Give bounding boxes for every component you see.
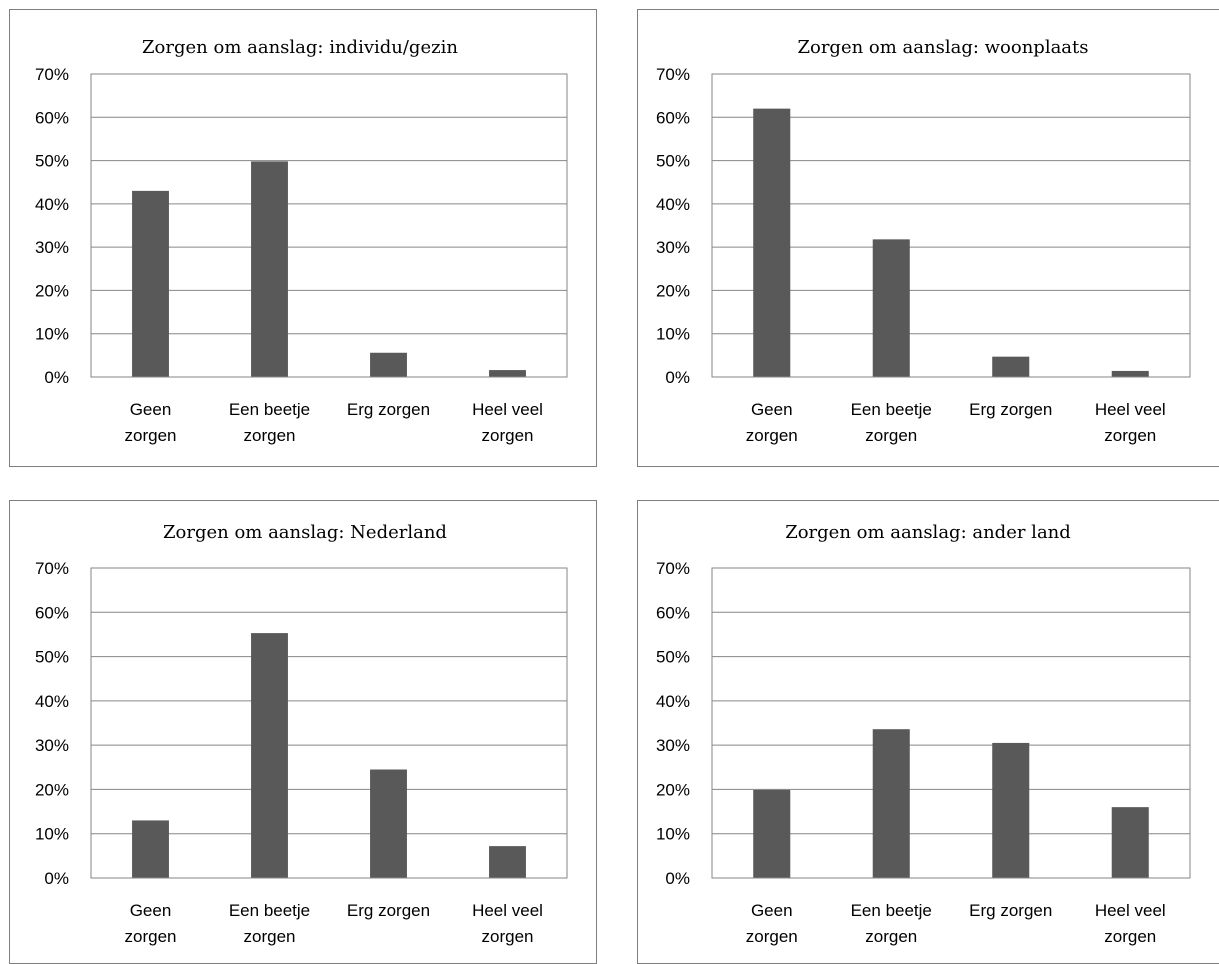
y-tick-label: 10% <box>35 825 69 844</box>
bar <box>1111 370 1149 377</box>
chart-panel-nederland: Zorgen om aanslag: Nederland 0% 10% 20% 30%… <box>9 500 597 964</box>
bar <box>753 108 791 377</box>
bar <box>992 356 1030 377</box>
y-tick-label: 20% <box>656 780 690 799</box>
y-tick-label: 30% <box>656 238 690 257</box>
y-tick-label: 70% <box>35 559 69 578</box>
chart-panel-individu-gezin: Zorgen om aanslag: individu/gezin 0% 10% 2… <box>9 9 597 467</box>
chart-panel-ander-land: Zorgen om aanslag: ander land 0% 10% 20% 30… <box>637 500 1219 964</box>
y-tick-label: 50% <box>656 152 690 171</box>
y-tick-label: 0% <box>44 368 69 387</box>
chart-title: Zorgen om aanslag: individu/gezin <box>142 37 458 58</box>
x-category-label: Erg zorgen <box>969 400 1052 419</box>
y-tick-label: 70% <box>35 65 69 84</box>
y-tick-label: 20% <box>35 281 69 300</box>
y-tick-label: 30% <box>35 238 69 257</box>
x-category-label: Heel veel zorgen <box>472 901 543 946</box>
bar <box>872 729 910 878</box>
x-category-label: Geen zorgen <box>746 901 798 946</box>
x-category-label: Erg zorgen <box>347 901 430 920</box>
y-tick-label: 40% <box>35 195 69 214</box>
bar <box>132 820 169 878</box>
y-tick-label: 60% <box>656 108 690 127</box>
chart-title: Zorgen om aanslag: woonplaats <box>797 37 1088 58</box>
chart-title: Zorgen om aanslag: Nederland <box>163 522 447 543</box>
bar <box>132 190 169 377</box>
x-category-label: Een beetje zorgen <box>851 400 932 445</box>
bar <box>370 769 407 878</box>
y-tick-label: 50% <box>656 648 690 667</box>
bar <box>489 370 526 377</box>
y-tick-label: 70% <box>656 559 690 578</box>
y-tick-label: 50% <box>35 648 69 667</box>
bar <box>753 789 791 878</box>
y-tick-label: 20% <box>35 780 69 799</box>
y-tick-label: 40% <box>656 692 690 711</box>
bar <box>370 352 407 377</box>
y-tick-label: 0% <box>665 869 690 888</box>
bar <box>489 846 526 878</box>
y-tick-label: 0% <box>44 869 69 888</box>
chart-panel-woonplaats: Zorgen om aanslag: woonplaats 0% 10% 20% 30… <box>637 9 1219 467</box>
y-tick-label: 20% <box>656 281 690 300</box>
y-tick-label: 60% <box>35 603 69 622</box>
chart-svg: Zorgen om aanslag: woonplaats 0% 10% 20% 30… <box>656 37 1191 445</box>
bar <box>251 633 288 878</box>
y-tick-label: 30% <box>35 736 69 755</box>
x-category-label: Erg zorgen <box>347 400 430 419</box>
y-tick-label: 40% <box>656 195 690 214</box>
bar <box>1111 807 1149 878</box>
chart-title: Zorgen om aanslag: ander land <box>785 522 1071 543</box>
bar <box>251 161 288 377</box>
chart-svg: Zorgen om aanslag: individu/gezin 0% 10% 2… <box>35 37 568 445</box>
x-category-label: Een beetje zorgen <box>229 400 310 445</box>
y-tick-label: 0% <box>665 368 690 387</box>
bar <box>992 742 1030 878</box>
y-tick-label: 10% <box>35 325 69 344</box>
y-tick-label: 10% <box>656 825 690 844</box>
x-category-label: Geen zorgen <box>125 400 177 445</box>
x-category-label: Een beetje zorgen <box>229 901 310 946</box>
y-tick-label: 50% <box>35 152 69 171</box>
y-tick-label: 10% <box>656 325 690 344</box>
x-category-label: Geen zorgen <box>125 901 177 946</box>
x-category-label: Heel veel zorgen <box>1095 901 1166 946</box>
x-category-label: Erg zorgen <box>969 901 1052 920</box>
x-category-label: Heel veel zorgen <box>1095 400 1166 445</box>
y-tick-label: 40% <box>35 692 69 711</box>
x-category-label: Een beetje zorgen <box>851 901 932 946</box>
chart-svg: Zorgen om aanslag: Nederland 0% 10% 20% 30%… <box>35 522 568 946</box>
y-tick-label: 30% <box>656 736 690 755</box>
y-tick-label: 70% <box>656 65 690 84</box>
bar <box>872 239 910 377</box>
x-category-label: Geen zorgen <box>746 400 798 445</box>
y-tick-label: 60% <box>35 108 69 127</box>
y-tick-label: 60% <box>656 603 690 622</box>
chart-svg: Zorgen om aanslag: ander land 0% 10% 20% 30… <box>656 522 1191 946</box>
x-category-label: Heel veel zorgen <box>472 400 543 445</box>
